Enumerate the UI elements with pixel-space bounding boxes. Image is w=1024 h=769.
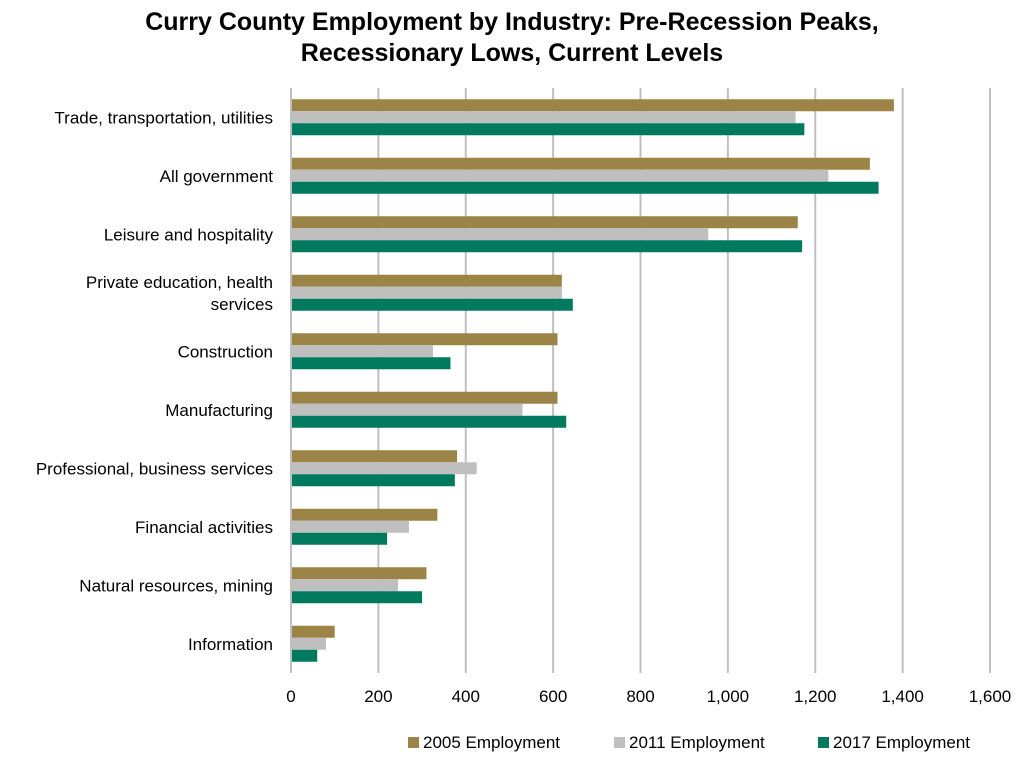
bar xyxy=(291,520,409,533)
bar xyxy=(291,157,870,170)
bar xyxy=(291,591,423,604)
bar xyxy=(291,286,562,299)
category-label: Manufacturing xyxy=(165,401,273,420)
x-tick-label: 800 xyxy=(626,687,654,706)
category-label: Construction xyxy=(178,342,273,361)
bar xyxy=(291,579,399,592)
bar xyxy=(291,240,803,253)
bar xyxy=(291,111,796,124)
bar xyxy=(291,532,388,545)
bar xyxy=(291,391,558,404)
legend-label: 2011 Employment xyxy=(629,733,765,752)
x-tick-label: 1,200 xyxy=(794,687,837,706)
bar xyxy=(291,415,567,428)
category-label: Leisure and hospitality xyxy=(104,225,274,244)
bars xyxy=(291,99,894,662)
x-tick-label: 1,400 xyxy=(881,687,924,706)
bar xyxy=(291,216,798,229)
bar xyxy=(291,649,318,662)
bar xyxy=(291,474,455,487)
category-label: All government xyxy=(160,167,274,186)
x-tick-label: 400 xyxy=(452,687,480,706)
bar xyxy=(291,357,451,370)
chart-title: Curry County Employment by Industry: Pre… xyxy=(145,8,879,67)
legend-label: 2017 Employment xyxy=(833,733,970,752)
category-labels: Trade, transportation, utilities All gove… xyxy=(36,108,274,654)
legend-swatch xyxy=(614,737,625,748)
legend-swatch xyxy=(408,737,419,748)
bar xyxy=(291,462,477,475)
legend-label: 2005 Employment xyxy=(423,733,560,752)
category-label: Private education, health xyxy=(86,273,273,292)
bar xyxy=(291,567,427,580)
bar xyxy=(291,508,438,521)
category-label: Natural resources, mining xyxy=(79,576,273,595)
x-tick-label: 200 xyxy=(364,687,392,706)
bar xyxy=(291,228,709,241)
x-tick-label: 0 xyxy=(286,687,295,706)
chart-title-line-2: Recessionary Lows, Current Levels xyxy=(301,39,723,67)
category-label: Financial activities xyxy=(135,518,273,537)
category-label: Professional, business services xyxy=(36,459,273,478)
bar xyxy=(291,345,433,358)
x-tick-label: 600 xyxy=(539,687,567,706)
x-tick-label: 1,000 xyxy=(707,687,750,706)
chart-title-line-1: Curry County Employment by Industry: Pre… xyxy=(145,8,879,36)
category-label: Trade, transportation, utilities xyxy=(54,108,273,127)
bar xyxy=(291,333,558,346)
legend-swatch xyxy=(818,737,829,748)
bar xyxy=(291,99,894,112)
bar xyxy=(291,274,562,287)
bar xyxy=(291,637,326,650)
bar xyxy=(291,450,458,463)
bar xyxy=(291,298,573,311)
category-label: Information xyxy=(188,635,273,654)
legend: 2005 Employment 2011 Employment 2017 Emplo… xyxy=(408,733,970,752)
bar xyxy=(291,403,523,416)
x-axis: 0 200 400 600 800 1,000 1,200 1,400 1,600 xyxy=(286,88,1011,706)
category-label: services xyxy=(211,295,273,314)
x-tick-label: 1,600 xyxy=(969,687,1012,706)
bar xyxy=(291,181,879,194)
bar xyxy=(291,625,335,638)
bar xyxy=(291,169,829,182)
bar xyxy=(291,123,805,136)
